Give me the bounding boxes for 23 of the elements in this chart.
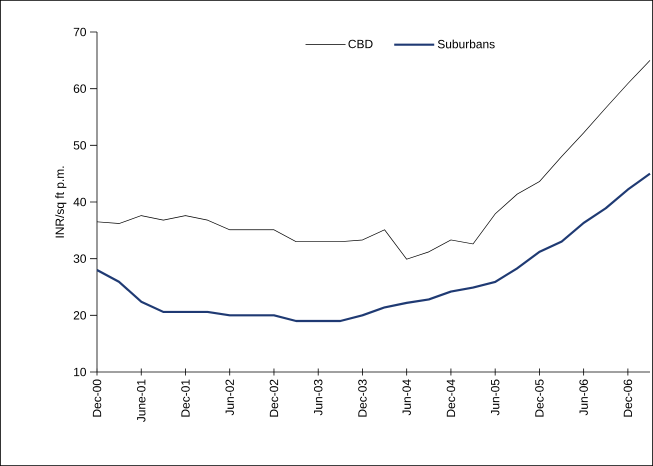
- legend-label: Suburbans: [438, 40, 495, 48]
- x-tick-label: Dec-04: [446, 379, 456, 417]
- y-tick-label: 40: [73, 198, 86, 206]
- y-tick-label: 30: [74, 254, 86, 263]
- y-tick-label: 60: [74, 84, 86, 93]
- x-tick-label: Jun-04: [402, 379, 411, 416]
- x-tick-label: Jun-06: [579, 380, 588, 416]
- x-tick-label: Jun-05: [490, 380, 500, 416]
- x-tick-label: Dec-01: [181, 380, 190, 417]
- y-tick-label: 20: [74, 311, 86, 320]
- x-tick-label: Dec-06: [624, 380, 632, 417]
- x-tick-label: Dec-00: [92, 379, 102, 417]
- x-tick-label: Dec-03: [358, 380, 367, 417]
- y-axis-title: INR/sq ft p.m.: [55, 166, 66, 238]
- x-tick-label: June-01: [137, 380, 146, 422]
- x-tick-label: Dec-02: [270, 380, 278, 417]
- x-tick-label: Jun-02: [225, 380, 234, 416]
- x-tick-label: Dec-05: [535, 380, 544, 417]
- y-tick-label: 50: [74, 141, 86, 150]
- y-tick-label: 70: [74, 28, 86, 36]
- legend-label: CBD: [348, 40, 373, 48]
- y-tick-label: 10: [74, 368, 86, 376]
- x-tick-label: Jun-03: [314, 380, 322, 416]
